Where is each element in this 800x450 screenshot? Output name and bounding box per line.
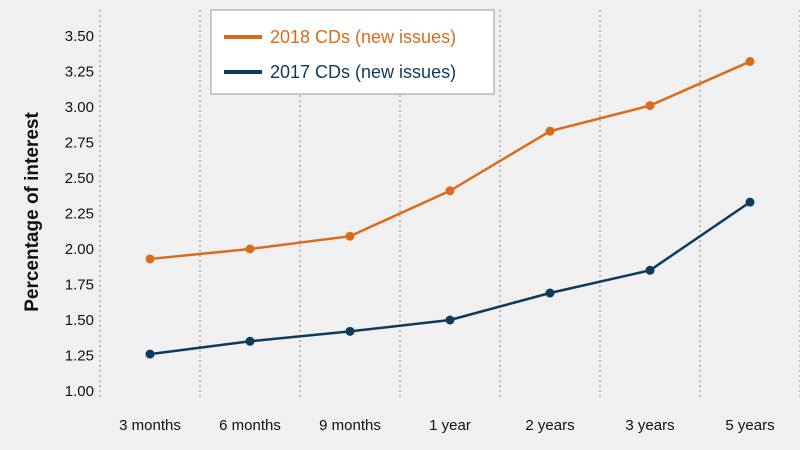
data-point: [445, 186, 455, 196]
y-tick-label: 3.25: [65, 64, 94, 81]
legend-label-2018: 2018 CDs (new issues): [270, 27, 456, 47]
legend: 2018 CDs (new issues) 2017 CDs (new issu…: [210, 9, 495, 95]
y-tick-label: 2.00: [65, 241, 94, 258]
data-point: [445, 315, 455, 325]
y-tick-label: 1.75: [65, 277, 94, 294]
y-tick-label: 2.25: [65, 206, 94, 223]
data-point: [545, 126, 555, 136]
legend-label-2017: 2017 CDs (new issues): [270, 62, 456, 82]
y-tick-label: 1.00: [65, 383, 94, 400]
series-group: [145, 57, 755, 359]
x-tick-label: 6 months: [219, 417, 281, 434]
data-point: [145, 254, 155, 264]
data-point: [245, 336, 255, 346]
data-point: [145, 349, 155, 359]
y-tick-label: 2.75: [65, 135, 94, 152]
y-axis-label: Percentage of interest: [22, 112, 43, 312]
y-tick-label: 1.50: [65, 312, 94, 329]
data-point: [645, 265, 655, 275]
x-tick-label: 3 months: [119, 417, 181, 434]
series-line-1: [149, 201, 751, 356]
x-tick-label: 1 year: [429, 417, 471, 434]
data-point: [545, 288, 555, 298]
x-axis-ticks: 3 months 6 months 9 months 1 year 2 years 3 y…: [119, 417, 774, 434]
y-tick-label: 2.50: [65, 170, 94, 187]
y-axis-ticks: 1.00 1.25 1.50 1.75 2.00 2.25 2.50 2.75 3.00 3.25…: [65, 28, 94, 400]
data-point: [345, 326, 355, 336]
y-tick-label: 3.50: [65, 28, 94, 45]
data-point: [745, 57, 755, 67]
x-tick-label: 2 years: [525, 417, 574, 434]
legend-box: [210, 9, 495, 95]
x-tick-label: 3 years: [625, 417, 674, 434]
y-tick-label: 3.00: [65, 99, 94, 116]
data-point: [645, 101, 655, 111]
data-point: [245, 244, 255, 254]
x-tick-label: 5 years: [725, 417, 774, 434]
data-point: [345, 231, 355, 241]
y-tick-label: 1.25: [65, 348, 94, 365]
data-point: [745, 197, 755, 207]
x-tick-label: 9 months: [319, 417, 381, 434]
